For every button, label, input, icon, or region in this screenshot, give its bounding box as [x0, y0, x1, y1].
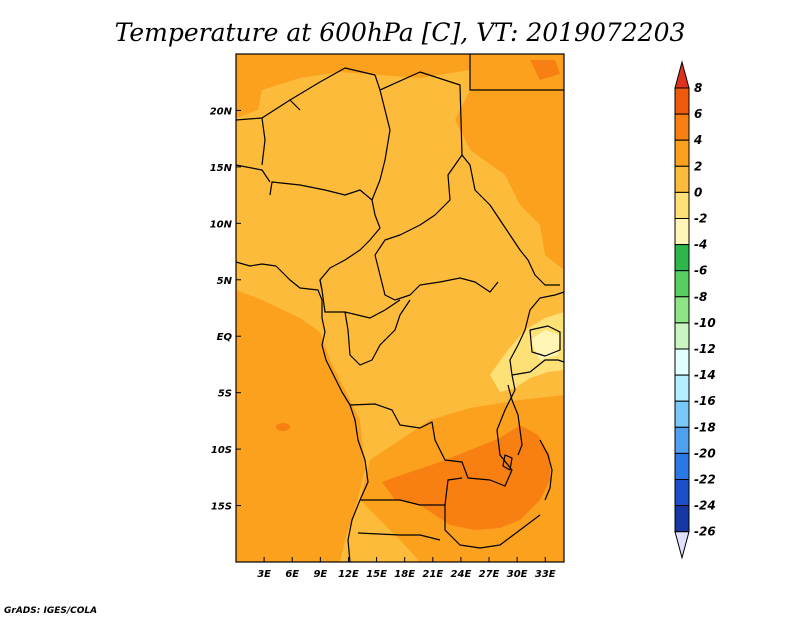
- border-cameroon-congo: [319, 279, 411, 366]
- colorbar-segment: [674, 165, 690, 193]
- colorbar-segment: [674, 348, 690, 376]
- longitude-ticks: 3E 6E 9E 12E 15E 18E 21E 24E 27E 30E 33E: [257, 557, 556, 580]
- hot-temperature-regions: [276, 60, 560, 530]
- lon-tick-label: 27E: [479, 569, 500, 580]
- hot-region-southern-belt: [382, 425, 550, 530]
- colorbar-label: -18: [694, 420, 716, 434]
- lon-tick-label: 12E: [338, 569, 359, 580]
- lon-tick-label: 24E: [451, 569, 472, 580]
- lat-tick-label: 15N: [210, 163, 233, 174]
- lat-tick-label: 20N: [210, 106, 233, 117]
- lon-tick-label: 15E: [366, 569, 387, 580]
- latitude-ticks: 20N 15N 10N 5N EQ 5S 10S 15S: [210, 106, 241, 513]
- colorbar-segment: [674, 479, 690, 507]
- colorbar-label: -24: [694, 499, 716, 513]
- coastline-west-africa: [235, 261, 369, 563]
- border-mali-burkina: [235, 67, 376, 166]
- lat-tick-label: 5S: [218, 389, 232, 400]
- colorbar-segment: [674, 244, 690, 272]
- colorbar-label: -20: [694, 446, 716, 460]
- colorbar-segment: [674, 452, 690, 480]
- map-title: Temperature at 600hPa [C], VT: 201907220…: [115, 18, 686, 47]
- colorbar-segment: [674, 505, 690, 533]
- lon-tick-label: 33E: [535, 569, 556, 580]
- colorbar-label: -16: [694, 394, 716, 408]
- colorbar-label: 2: [694, 159, 702, 173]
- colorbar: 8 6 4 2 0 -2 -4 -6 -8 -10 -12 -14 -16 -18 -20 -22 -24 -26: [674, 60, 716, 560]
- colorbar-segment: [674, 113, 690, 141]
- colorbar-label: -12: [694, 342, 716, 356]
- lon-tick-label: 30E: [507, 569, 528, 580]
- border-sudan: [461, 54, 564, 286]
- border-car: [374, 254, 499, 301]
- colorbar-label: 0: [694, 185, 702, 199]
- lat-tick-label: 5N: [217, 276, 233, 287]
- country-borders: [235, 54, 565, 563]
- colorbar-segment: [674, 426, 690, 454]
- grads-credit: GrADS: IGES/COLA: [4, 606, 97, 616]
- lake-tanganyika: [507, 384, 523, 456]
- lat-tick-label: 15S: [211, 502, 232, 513]
- border-east-africa-lakes: [509, 291, 565, 391]
- colorbar-segment: [674, 270, 690, 298]
- map-frame: [235, 53, 565, 563]
- border-niger-chad: [235, 71, 463, 256]
- lat-tick-label: EQ: [217, 332, 233, 343]
- lat-tick-label: 10S: [211, 445, 232, 456]
- colorbar-label: 4: [693, 133, 702, 147]
- border-drc: [349, 389, 516, 487]
- colorbar-bottom-triangle: [674, 531, 690, 560]
- colorbar-label: 6: [694, 107, 702, 121]
- lon-tick-label: 18E: [394, 569, 415, 580]
- colorbar-segment: [674, 322, 690, 350]
- colorbar-segment: [674, 87, 690, 115]
- lake-victoria: [529, 325, 561, 357]
- colorbar-top-triangle: [674, 60, 690, 89]
- lake-malawi: [539, 439, 553, 501]
- lon-tick-label: 21E: [422, 569, 443, 580]
- colorbar-label: -26: [694, 525, 716, 539]
- lat-tick-label: 10N: [210, 219, 233, 230]
- warm-region-north-east: [455, 54, 564, 270]
- colorbar-segment: [674, 191, 690, 219]
- border-angola-zambia: [357, 477, 541, 549]
- colorbar-segment: [674, 374, 690, 402]
- warm-region-north-west: [236, 54, 470, 118]
- lon-tick-label: 3E: [257, 569, 271, 580]
- warm-region-atlantic: [236, 290, 365, 562]
- lon-tick-label: 9E: [313, 569, 327, 580]
- map-panel: 3E 6E 9E 12E 15E 18E 21E 24E 27E 30E 33E 20N 15N 10N…: [210, 53, 565, 580]
- colorbar-label: 8: [694, 81, 702, 95]
- colorbar-segment: [674, 296, 690, 324]
- colorbar-label: -6: [694, 264, 707, 278]
- colorbar-label: -22: [694, 473, 716, 487]
- hot-spot-angola-coast: [276, 423, 290, 431]
- lake-mweru: [502, 454, 513, 471]
- colorbar-label: -4: [694, 238, 707, 252]
- colorbar-label: -2: [694, 212, 707, 226]
- border-nigeria: [269, 181, 381, 291]
- colorbar-segment: [674, 218, 690, 246]
- lon-tick-label: 6E: [285, 569, 299, 580]
- colorbar-label: -8: [694, 290, 707, 304]
- hot-spot-north-east-corner: [530, 60, 560, 80]
- colorbar-label: -14: [694, 368, 716, 382]
- colorbar-segment: [674, 139, 690, 167]
- colorbar-label: -10: [694, 316, 716, 330]
- colorbar-segment: [674, 400, 690, 428]
